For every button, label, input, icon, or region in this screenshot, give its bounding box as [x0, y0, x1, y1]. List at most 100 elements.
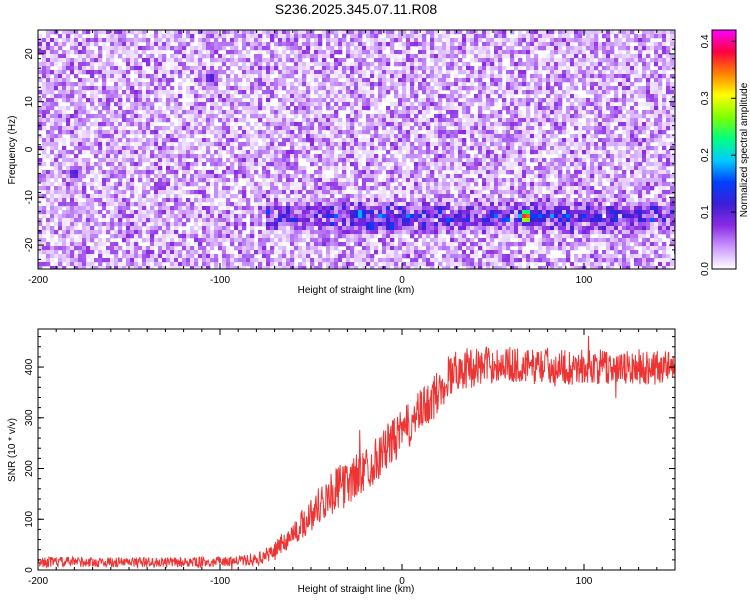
heatmap-cell — [394, 102, 399, 107]
heatmap-cell — [38, 158, 43, 163]
heatmap-cell — [534, 30, 539, 35]
heatmap-cell — [262, 162, 267, 167]
heatmap-cell — [526, 182, 531, 187]
heatmap-cell — [370, 122, 375, 127]
heatmap-cell — [442, 78, 447, 83]
heatmap-cell — [590, 150, 595, 155]
heatmap-cell — [622, 86, 627, 91]
heatmap-cell — [454, 54, 459, 59]
heatmap-cell — [198, 174, 203, 179]
heatmap-cell — [450, 166, 455, 171]
heatmap-cell — [266, 62, 271, 67]
heatmap-cell — [350, 146, 355, 151]
heatmap-cell — [390, 78, 395, 83]
heatmap-cell — [542, 166, 547, 171]
heatmap-cell — [226, 118, 231, 123]
heatmap-cell — [70, 134, 75, 139]
heatmap-cell — [590, 170, 595, 175]
heatmap-cell — [282, 58, 287, 63]
heatmap-cell — [190, 78, 195, 83]
heatmap-cell — [662, 42, 667, 47]
heatmap-cell — [458, 82, 463, 87]
heatmap-cell — [542, 134, 547, 139]
heatmap-cell — [266, 170, 271, 175]
heatmap-cell — [142, 50, 147, 55]
heatmap-cell — [586, 70, 591, 75]
heatmap-cell — [582, 150, 587, 155]
heatmap-cell — [214, 142, 219, 147]
heatmap-cell — [58, 94, 63, 99]
heatmap-cell — [194, 98, 199, 103]
heatmap-cell — [226, 74, 231, 79]
heatmap-cell — [158, 166, 163, 171]
heatmap-cell — [506, 110, 511, 115]
heatmap-cell — [282, 34, 287, 39]
heatmap-cell — [258, 130, 263, 135]
heatmap-cell — [130, 182, 135, 187]
heatmap-cell — [462, 114, 467, 119]
heatmap-cell — [530, 98, 535, 103]
heatmap-cell — [226, 142, 231, 147]
heatmap-cell — [358, 30, 363, 35]
heatmap-cell — [474, 38, 479, 43]
heatmap-cell — [378, 66, 383, 71]
heatmap-cell — [210, 70, 215, 75]
heatmap-cell — [118, 50, 123, 55]
heatmap-cell — [234, 86, 239, 91]
heatmap-cell — [414, 174, 419, 179]
heatmap-cell — [206, 42, 211, 47]
heatmap-cell — [350, 142, 355, 147]
heatmap-cell — [554, 142, 559, 147]
heatmap-cell — [130, 58, 135, 63]
heatmap-cell — [658, 50, 663, 55]
heatmap-cell — [314, 138, 319, 143]
heatmap-cell — [510, 62, 515, 67]
heatmap-cell — [182, 150, 187, 155]
heatmap-cell — [202, 174, 207, 179]
heatmap-cell — [174, 170, 179, 175]
heatmap-cell — [422, 78, 427, 83]
heatmap-cell — [70, 142, 75, 147]
heatmap-cell — [574, 142, 579, 147]
heatmap-cell — [530, 146, 535, 151]
heatmap-cell — [426, 154, 431, 159]
heatmap-cell — [114, 70, 119, 75]
heatmap-cell — [210, 30, 215, 35]
heatmap-cell — [266, 158, 271, 163]
heatmap-cell — [146, 158, 151, 163]
heatmap-cell — [650, 82, 655, 87]
heatmap-cell — [634, 110, 639, 115]
heatmap-cell — [166, 182, 171, 187]
heatmap-cell — [414, 94, 419, 99]
heatmap-cell — [470, 34, 475, 39]
heatmap-cell — [294, 122, 299, 127]
heatmap-cell — [662, 174, 667, 179]
heatmap-cell — [574, 50, 579, 55]
heatmap-cell — [318, 158, 323, 163]
heatmap-cell — [518, 182, 523, 187]
heatmap-cell — [230, 158, 235, 163]
heatmap-cell — [130, 110, 135, 115]
heatmap-cell — [202, 134, 207, 139]
heatmap-cell — [626, 74, 631, 79]
heatmap-cell — [490, 138, 495, 143]
heatmap-cell — [134, 162, 139, 167]
heatmap-cell — [506, 178, 511, 183]
heatmap-cell — [238, 146, 243, 151]
heatmap-cell — [294, 58, 299, 63]
heatmap-cell — [62, 158, 67, 163]
heatmap-cell — [406, 38, 411, 43]
heatmap-cell — [618, 150, 623, 155]
heatmap-cell — [626, 138, 631, 143]
heatmap-cell — [46, 54, 51, 59]
heatmap-cell — [462, 42, 467, 47]
heatmap-cell — [334, 50, 339, 55]
heatmap-cell — [62, 86, 67, 91]
heatmap-cell — [634, 54, 639, 59]
heatmap-cell — [522, 162, 527, 167]
heatmap-cell — [266, 58, 271, 63]
heatmap-cell — [670, 174, 675, 179]
heatmap-cell — [350, 102, 355, 107]
heatmap-cell — [210, 162, 215, 167]
heatmap-cell — [310, 58, 315, 63]
